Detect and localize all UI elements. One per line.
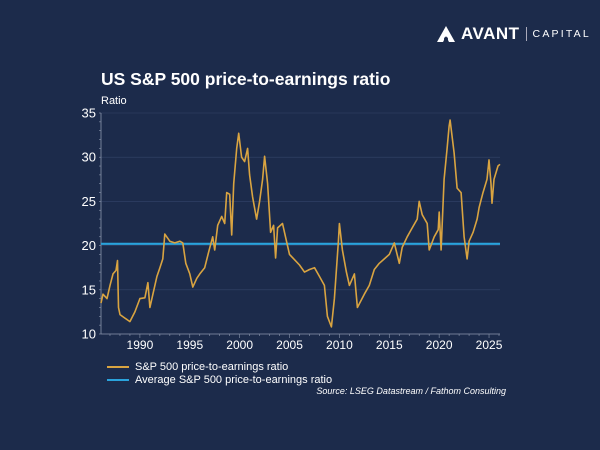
x-tick-label: 2010 xyxy=(326,338,353,352)
x-tick-label: 2000 xyxy=(226,338,253,352)
avant-capital-logo: AVANT CAPITAL xyxy=(437,24,591,44)
y-tick-label: 10 xyxy=(82,327,96,342)
x-tick-label: 2015 xyxy=(376,338,403,352)
legend-label: S&P 500 price-to-earnings ratio xyxy=(135,361,289,373)
source-note: Source: LSEG Datastream / Fathom Consult… xyxy=(316,386,506,396)
x-tick-label: 1990 xyxy=(127,338,154,352)
avant-logo-icon xyxy=(437,26,455,42)
legend-label: Average S&P 500 price-to-earnings ratio xyxy=(135,374,333,386)
legend-item-average: Average S&P 500 price-to-earnings ratio xyxy=(107,374,332,386)
legend-item-pe: S&P 500 price-to-earnings ratio xyxy=(107,361,288,373)
x-tick-label: 2025 xyxy=(476,338,503,352)
y-tick-label: 20 xyxy=(82,238,96,253)
legend-swatch-average xyxy=(107,379,129,381)
legend-swatch-pe xyxy=(107,366,129,368)
y-tick-label: 35 xyxy=(82,106,96,121)
y-tick-label: 30 xyxy=(82,150,96,165)
brand-suffix: CAPITAL xyxy=(532,28,591,40)
x-tick-label: 2005 xyxy=(276,338,303,352)
y-tick-label: 15 xyxy=(82,282,96,297)
chart-title: US S&P 500 price-to-earnings ratio xyxy=(101,69,391,89)
x-tick-label: 1995 xyxy=(176,338,203,352)
y-tick-label: 25 xyxy=(82,194,96,209)
pe-ratio-line xyxy=(100,119,501,328)
x-tick-label: 2020 xyxy=(426,338,453,352)
brand-name: AVANT xyxy=(461,24,520,43)
brand-divider xyxy=(525,27,527,41)
y-axis-label: Ratio xyxy=(101,95,127,107)
